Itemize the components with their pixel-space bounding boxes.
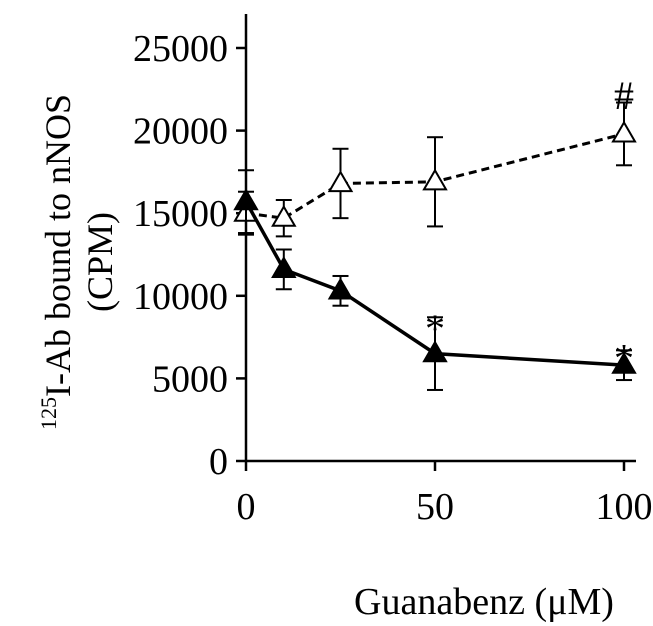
open-triangle-marker bbox=[327, 170, 354, 193]
y-axis-unit: (CPM) bbox=[80, 212, 120, 312]
y-axis-label: 125I-Ab bound to nNOS bbox=[36, 94, 78, 430]
filled-triangle-marker bbox=[233, 188, 259, 211]
hash-annotation: # bbox=[614, 73, 634, 118]
filled-triangle-marker bbox=[271, 255, 297, 278]
filled-triangle-marker bbox=[422, 340, 448, 363]
axes bbox=[244, 14, 636, 463]
x-tick-label: 0 bbox=[237, 486, 256, 528]
y-axis-label-main: I-Ab bound to nNOS bbox=[38, 94, 78, 397]
open-triangle-marker bbox=[611, 120, 637, 143]
asterisk-annotation: * bbox=[614, 336, 634, 381]
x-tick-label: 100 bbox=[596, 486, 653, 528]
open-triangle-marker bbox=[271, 204, 297, 227]
series-filled-triangle bbox=[233, 169, 637, 391]
asterisk-annotation: * bbox=[425, 306, 445, 351]
y-tick-label: 0 bbox=[209, 441, 228, 483]
open-triangle-marker bbox=[422, 168, 448, 191]
y-tick-label: 25000 bbox=[133, 28, 228, 70]
y-axis-label-superscript: 125 bbox=[36, 397, 61, 430]
y-tick-label: 10000 bbox=[133, 276, 228, 318]
filled-triangle-marker bbox=[327, 277, 354, 300]
annotations: # * * bbox=[425, 73, 634, 380]
y-tick-label: 5000 bbox=[152, 358, 228, 400]
filled-triangle-marker bbox=[611, 351, 637, 374]
y-ticks: 0 5000 10000 15000 20000 25000 bbox=[133, 28, 246, 483]
series-group bbox=[233, 101, 637, 391]
y-tick-label: 20000 bbox=[133, 111, 228, 153]
series-open-triangle bbox=[233, 101, 637, 238]
x-tick-label: 50 bbox=[416, 486, 454, 528]
x-ticks: 0 50 100 bbox=[237, 461, 653, 528]
y-tick-label: 15000 bbox=[133, 193, 228, 235]
x-axis-label: Guanabenz (μM) bbox=[354, 581, 614, 623]
